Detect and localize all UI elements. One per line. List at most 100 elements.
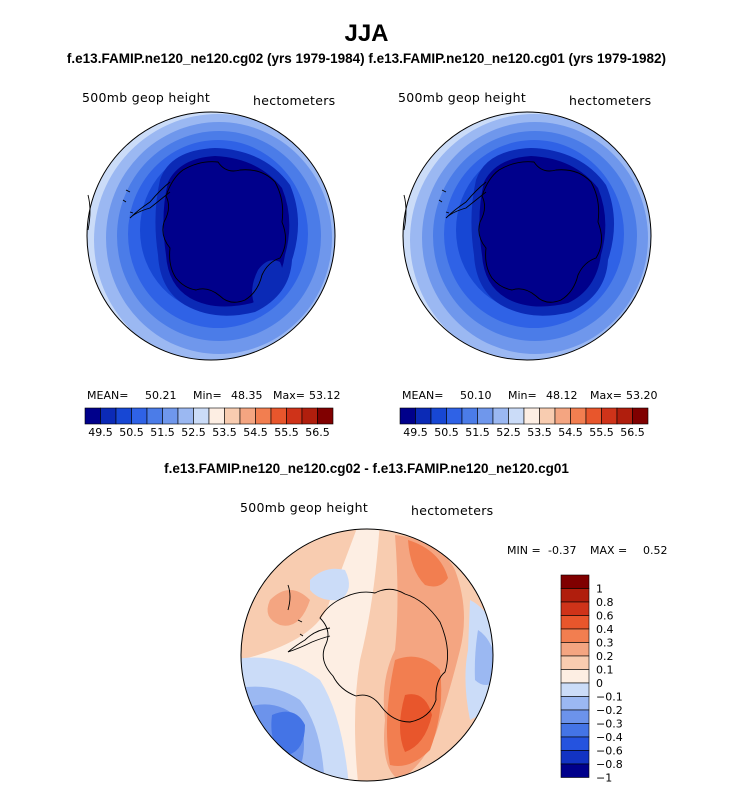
panel3-colorbar-swatch <box>560 615 590 630</box>
panel3-colorbar-tick-label: 0.1 <box>596 664 614 677</box>
panel3-units: hectometers <box>411 503 494 518</box>
panel3-min-value: -0.37 <box>548 544 577 557</box>
panel2-max-value: 53.20 <box>626 389 658 402</box>
panel2-min-value: 48.12 <box>546 389 578 402</box>
panel3-colorbar-tick-label: −0.2 <box>596 704 623 717</box>
panel1-colorbar-swatch <box>100 407 117 425</box>
panel2-mean-value: 50.10 <box>460 389 492 402</box>
panel1-colorbar-swatch <box>131 407 148 425</box>
panel2-colorbar-swatch <box>554 407 571 425</box>
figure-title: JJA <box>344 20 389 47</box>
panel1-colorbar-swatch <box>239 407 256 425</box>
panel3-colorbar-swatch <box>560 669 590 684</box>
panel1-colorbar-swatch <box>301 407 318 425</box>
panel3-colorbar-tick-label: −1 <box>596 772 612 785</box>
panel3-min-label: MIN = <box>507 544 541 557</box>
panel3-colorbar-tick-label: 0.8 <box>596 596 614 609</box>
panel3-colorbar-tick-label: 0.2 <box>596 650 614 663</box>
panel1-colorbar-tick-label: 54.5 <box>243 426 268 439</box>
panel3-colorbar-swatch <box>560 642 590 657</box>
panel1-mean-value: 50.21 <box>145 389 177 402</box>
panel2-colorbar-swatch <box>570 407 587 425</box>
panel3-colorbar-tick-label: 0.6 <box>596 610 614 623</box>
panel1-max-value: 53.12 <box>309 389 341 402</box>
panel2-colorbar-swatch <box>399 407 416 425</box>
panel2-colorbar-tick-label: 55.5 <box>589 426 614 439</box>
panel2-colorbar-tick-label: 51.5 <box>465 426 490 439</box>
panel3-colorbar-swatch <box>560 682 590 697</box>
panel3-colorbar-tick-label: 0.4 <box>596 623 614 636</box>
panel2-colorbar-tick-label: 53.5 <box>527 426 552 439</box>
panel1-colorbar-swatch <box>84 407 101 425</box>
panel3-colorbar-tick-label: −0.3 <box>596 718 623 731</box>
panel3-colorbar: 10.80.60.40.30.20.10−0.1−0.2−0.3−0.4−0.6… <box>560 574 623 785</box>
panel3-variable-title: 500mb geop height <box>240 500 369 515</box>
diff-title: f.e13.FAMIP.ne120_ne120.cg02 - f.e13.FAM… <box>164 461 569 476</box>
panel3-map <box>240 528 494 782</box>
panel1-colorbar-tick-label: 49.5 <box>88 426 113 439</box>
panel1-colorbar-tick-label: 56.5 <box>305 426 330 439</box>
panel3-colorbar-swatch <box>560 655 590 670</box>
panel1-colorbar-tick-label: 53.5 <box>212 426 237 439</box>
panel2-colorbar-tick-label: 52.5 <box>496 426 521 439</box>
panel1-units: hectometers <box>253 93 336 108</box>
panel3-colorbar-tick-label: −0.6 <box>596 745 623 758</box>
panel2-colorbar-swatch <box>539 407 556 425</box>
panel1-min-label: Min= <box>193 389 222 402</box>
panel3-colorbar-swatch <box>560 763 590 778</box>
panel3-colorbar-tick-label: −0.1 <box>596 691 623 704</box>
panel1-colorbar-swatch <box>208 407 225 425</box>
panel3-colorbar-swatch <box>560 709 590 724</box>
panel3-colorbar-tick-label: −0.4 <box>596 731 623 744</box>
panel2-colorbar-swatch <box>492 407 509 425</box>
panel2-colorbar-tick-label: 50.5 <box>434 426 459 439</box>
panel1-colorbar-tick-label: 50.5 <box>119 426 144 439</box>
panel2-mean-label: MEAN= <box>402 389 444 402</box>
panel1-colorbar: 49.5 50.5 51.5 52.5 53.5 54.5 55.5 56.5 <box>84 407 334 439</box>
panel3-colorbar-swatch <box>560 588 590 603</box>
panel2-min-label: Min= <box>508 389 537 402</box>
panel1-colorbar-swatch <box>255 407 272 425</box>
panel1-mean-label: MEAN= <box>87 389 129 402</box>
panel1-colorbar-swatch <box>115 407 132 425</box>
panel2-colorbar-swatch <box>508 407 525 425</box>
panel2-colorbar-swatch <box>446 407 463 425</box>
panel1-max-label: Max= <box>273 389 305 402</box>
panel3-colorbar-swatch <box>560 723 590 738</box>
panel1-colorbar-swatch <box>162 407 179 425</box>
panel2-colorbar-swatch <box>477 407 494 425</box>
panel2-colorbar-swatch <box>430 407 447 425</box>
panel3-colorbar-swatch <box>560 601 590 616</box>
panel2-colorbar-swatch <box>523 407 540 425</box>
panel2-colorbar-tick-label: 56.5 <box>620 426 645 439</box>
panel3-colorbar-tick-label: 0 <box>596 677 603 690</box>
panel1-colorbar-swatch <box>286 407 303 425</box>
panel3-colorbar-swatch <box>560 574 590 589</box>
panel1-colorbar-swatch <box>317 407 334 425</box>
panel2-colorbar-swatch <box>632 407 649 425</box>
panel2-colorbar-swatch <box>461 407 478 425</box>
panel1-variable-title: 500mb geop height <box>82 90 211 105</box>
panel1-min-value: 48.35 <box>231 389 263 402</box>
panel2-colorbar-swatch <box>585 407 602 425</box>
panel2-colorbar-swatch <box>616 407 633 425</box>
panel3-colorbar-tick-label: 1 <box>596 583 603 596</box>
panel2-colorbar-tick-label: 49.5 <box>403 426 428 439</box>
panel3-colorbar-swatch <box>560 696 590 711</box>
panel3-colorbar-swatch <box>560 750 590 765</box>
panel2-map <box>402 111 652 361</box>
panel3-max-label: MAX = <box>590 544 628 557</box>
panel1-colorbar-swatch <box>177 407 194 425</box>
panel1-colorbar-swatch <box>270 407 287 425</box>
panel1-map <box>86 111 336 361</box>
panel1-colorbar-swatch <box>146 407 163 425</box>
panel1-colorbar-swatch <box>193 407 210 425</box>
runs-header: f.e13.FAMIP.ne120_ne120.cg02 (yrs 1979-1… <box>66 51 667 66</box>
panel2-max-label: Max= <box>590 389 622 402</box>
panel2-colorbar-swatch <box>601 407 618 425</box>
panel3-colorbar-swatch <box>560 736 590 751</box>
panel1-colorbar-tick-label: 52.5 <box>181 426 206 439</box>
panel2-colorbar: 49.5 50.5 51.5 52.5 53.5 54.5 55.5 56.5 <box>399 407 649 439</box>
panel3-colorbar-tick-label: 0.3 <box>596 637 614 650</box>
